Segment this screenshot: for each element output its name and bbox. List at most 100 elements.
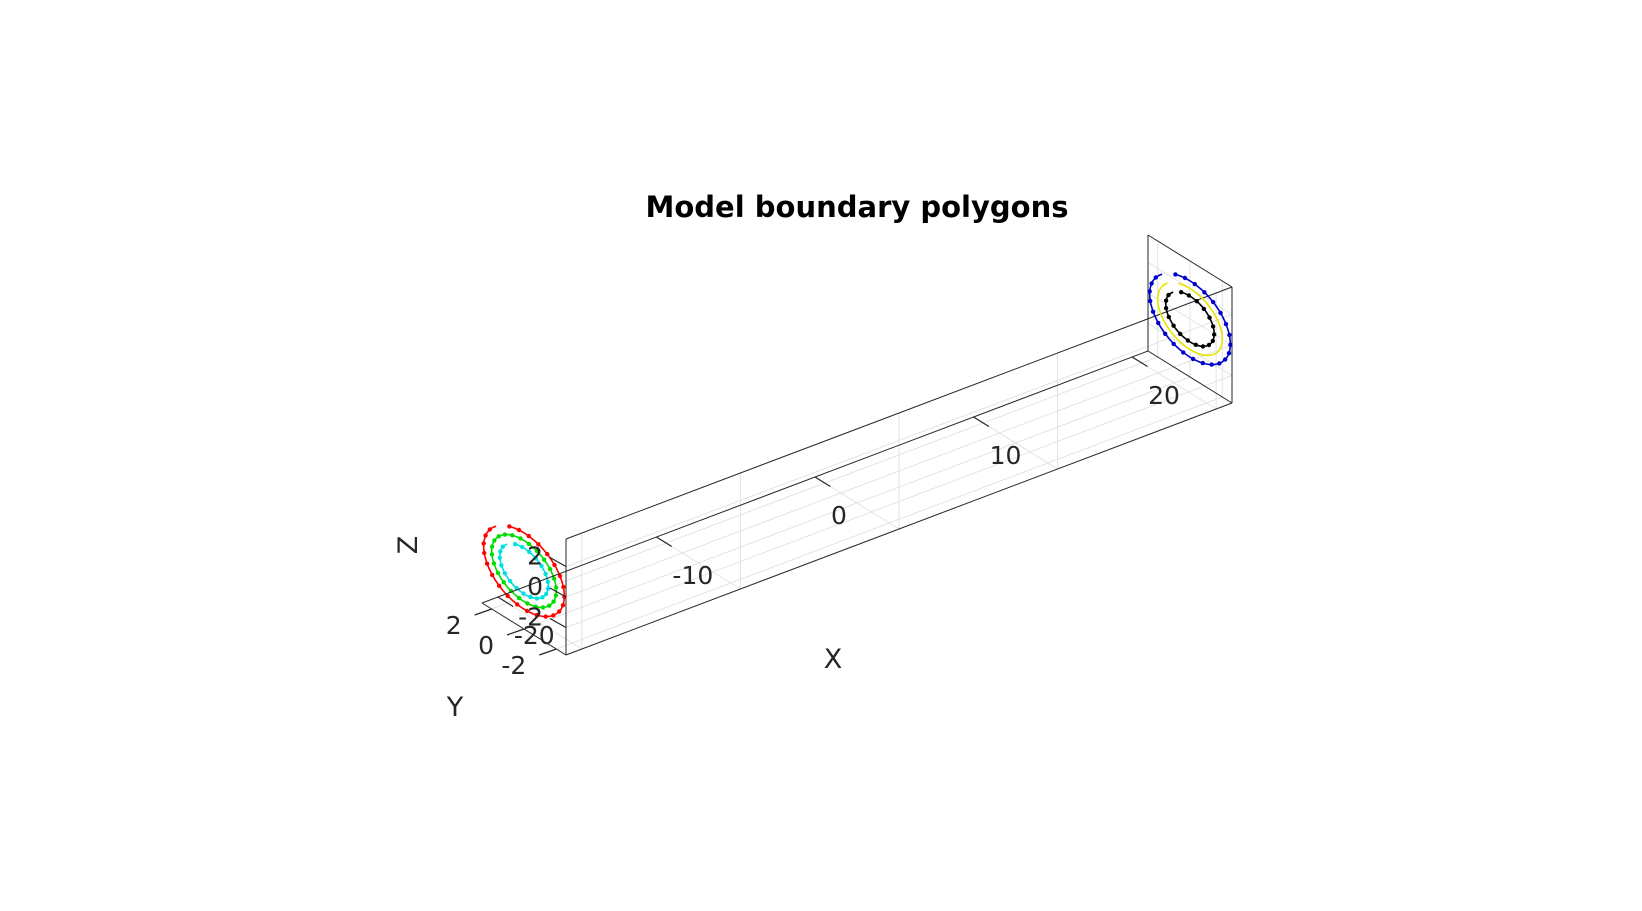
series-point-0 [515,602,520,607]
series-point-1 [551,576,557,581]
series-point-0 [482,550,487,556]
series-point-2 [533,556,539,561]
series-point-5 [1206,342,1212,348]
series-point-3 [1223,321,1229,327]
series-point-5 [1166,314,1172,320]
series-point-0 [551,613,556,618]
series-point-2 [540,595,545,600]
series-point-1 [553,585,559,590]
series-point-5 [1207,315,1212,320]
series-point-5 [1163,306,1169,311]
series-point-0 [534,612,539,618]
series-point-3 [1209,362,1214,367]
series-point-0 [557,609,562,614]
series-point-2 [545,579,551,584]
series-point-2 [498,549,503,554]
series-point-0 [543,614,548,619]
y-tick-mark [539,648,557,656]
grid-line-y [523,376,1191,630]
z-axis-label: Z [393,536,424,555]
series-point-3 [1223,357,1228,362]
series-point-3 [1153,275,1159,280]
series-point-0 [507,524,512,529]
x-tick-label: 0 [831,501,847,530]
series-point-3 [1149,281,1154,286]
series-point-1 [540,605,546,610]
series-point-0 [497,583,502,588]
series-point-5 [1179,290,1184,295]
series-point-5 [1166,292,1171,298]
series-point-2 [539,563,544,569]
series-point-3 [1150,309,1156,314]
series-point-1 [526,541,532,547]
series-point-2 [544,591,549,597]
series-point-3 [1156,320,1161,326]
series-point-5 [1185,338,1191,343]
series-point-2 [513,542,518,547]
series-point-0 [552,562,557,568]
series-point-1 [501,580,506,585]
series-point-3 [1147,289,1152,294]
x-axis-label: X [824,644,843,675]
y-axis-label: Y [446,692,464,723]
series-point-2 [528,594,533,600]
grid-line-z [565,314,1233,567]
series-point-1 [542,557,547,562]
x-tick-mark [656,536,673,547]
x-tick-label: 10 [990,441,1022,470]
series-point-1 [510,533,515,538]
x-tick-mark [497,596,514,607]
series-point-3 [1163,331,1168,336]
grid-line-z [1147,292,1233,346]
series-point-3 [1227,332,1232,338]
series-point-1 [553,593,559,598]
series-point-2 [507,578,513,584]
x-tick-label: -10 [672,561,713,590]
series-point-5 [1201,306,1207,312]
chart-title: Model boundary polygons [646,190,1069,224]
series-point-1 [495,570,501,576]
series-point-0 [560,603,566,608]
series-point-3 [1202,290,1207,295]
box-edge [1147,350,1233,404]
series-point-1 [492,538,497,543]
series-point-5 [1194,299,1200,304]
series-point-1 [534,548,540,554]
series-point-5 [1186,293,1192,298]
box-edge [565,402,1233,656]
series-point-0 [545,551,550,557]
series-point-1 [547,603,552,608]
box-edge [565,286,1233,540]
series-point-0 [505,593,510,599]
series-point-3 [1148,298,1153,304]
x-tick-mark [1131,356,1148,367]
x-tick-label: 20 [1148,381,1180,410]
series-point-3 [1182,275,1188,281]
series-point-1 [496,534,501,539]
series-point-0 [561,584,566,590]
series-point-1 [489,544,495,549]
x-tick-mark [973,416,990,427]
series-point-5 [1178,331,1183,337]
series-point-1 [547,566,553,572]
series-point-5 [1212,332,1217,337]
series-point-5 [1210,324,1216,329]
series-point-0 [557,573,563,579]
series-point-2 [502,571,508,576]
series-point-1 [525,601,530,606]
x-tick-mark [814,476,831,487]
series-point-5 [1193,342,1199,347]
z-tick-mark [549,556,567,567]
series-point-1 [533,604,538,609]
series-point-1 [551,599,556,604]
series-point-0 [490,572,495,578]
series-point-0 [481,541,486,546]
series-point-2 [520,544,525,550]
tick-marks [474,356,1148,656]
series-point-3 [1217,361,1222,366]
series-point-3 [1218,310,1223,316]
series-point-3 [1226,351,1232,356]
y-tick-label: 2 [446,611,462,640]
